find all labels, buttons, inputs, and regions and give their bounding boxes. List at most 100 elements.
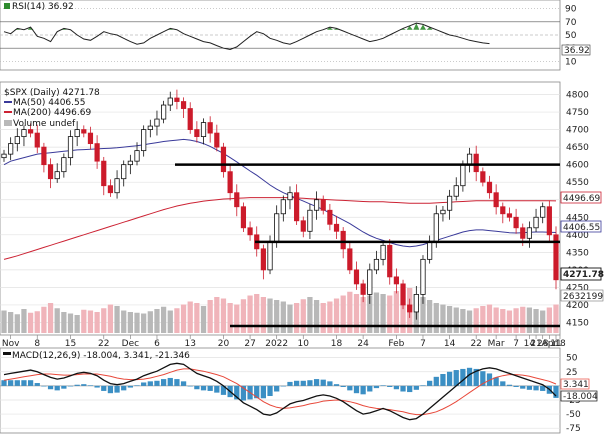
candle-body	[54, 171, 60, 180]
price-tick-label: 4250	[566, 283, 589, 293]
volume-bar	[387, 295, 393, 333]
macd-tick-label: 50	[566, 354, 578, 364]
macd-legend-swatch	[3, 352, 11, 355]
candle	[194, 121, 200, 143]
candle-body	[194, 129, 200, 138]
candle	[61, 153, 67, 178]
macd-histogram-bar	[174, 379, 180, 386]
candle-body	[533, 216, 539, 229]
candle-body	[327, 209, 333, 225]
macd-histogram-bar	[1, 380, 7, 386]
volume-bar	[1, 310, 7, 333]
candle	[400, 279, 406, 310]
rsi-legend: RSI(14) 36.92	[4, 2, 74, 12]
volume-value-tag: 2632199	[560, 289, 604, 302]
macd-histogram-bar	[493, 377, 499, 386]
macd-histogram-bar	[194, 385, 200, 390]
candle-body	[127, 160, 133, 166]
macd-histogram-bar	[486, 373, 493, 386]
macd-histogram-bar	[134, 385, 140, 386]
macd-histogram-bar	[27, 380, 34, 386]
candle-body	[101, 160, 107, 187]
volume-bar	[27, 312, 34, 333]
macd-histogram-bar	[526, 385, 533, 390]
candle	[107, 179, 114, 197]
volume-bar	[194, 303, 200, 333]
candle	[413, 286, 419, 320]
macd-histogram-bar	[347, 385, 353, 391]
candle-body	[520, 227, 526, 239]
price-candles	[1, 89, 559, 320]
date-label: 27	[244, 339, 255, 349]
macd-histogram-bar	[121, 385, 127, 391]
candle-body	[274, 213, 280, 243]
candle	[114, 170, 120, 199]
candle-body	[393, 276, 399, 285]
candle-body	[320, 199, 326, 211]
candle	[347, 242, 353, 275]
volume-value-box	[560, 289, 604, 302]
candle-body	[141, 129, 147, 152]
macd-histogram-bar	[473, 368, 479, 386]
date-label: 22	[470, 339, 481, 349]
candle	[294, 184, 300, 225]
volume-bar	[500, 309, 506, 333]
date-label: 21	[530, 339, 541, 349]
macd-histogram-bar	[167, 377, 173, 386]
candle-body	[167, 97, 173, 106]
candle-body	[313, 199, 320, 211]
candle	[387, 239, 393, 285]
candle-body	[486, 181, 493, 194]
price-gridlines	[0, 94, 560, 323]
volume-bar	[327, 301, 333, 333]
date-label: Feb	[388, 339, 404, 349]
volume-bars	[1, 288, 559, 333]
volume-bar	[520, 306, 526, 333]
candle	[214, 124, 220, 152]
volume-legend-swatch	[4, 120, 12, 126]
volume-bar	[373, 292, 380, 333]
volume-bar	[460, 309, 466, 333]
candle	[21, 125, 27, 147]
volume-bar	[480, 306, 486, 333]
volume-bar	[141, 313, 147, 333]
candle	[127, 154, 133, 175]
volume-bar	[473, 308, 479, 333]
date-label: 8	[34, 339, 40, 349]
macd-panel-frame	[0, 347, 561, 434]
date-label: Apr	[542, 339, 558, 349]
candle	[546, 200, 552, 243]
macd-histogram-bar	[154, 380, 160, 386]
price-tick-label: 4400	[566, 231, 589, 241]
candle	[320, 195, 326, 215]
last-price-box	[560, 267, 602, 281]
volume-bar	[313, 300, 320, 333]
candle	[28, 123, 34, 138]
date-label: 13	[184, 339, 195, 349]
volume-bar	[466, 310, 473, 333]
volume-legend-label: Volume undef	[13, 119, 76, 129]
macd-histogram-bar	[287, 381, 293, 386]
date-label: 18	[331, 339, 343, 349]
volume-bar	[247, 295, 253, 333]
date-label: 18	[554, 339, 566, 349]
date-label: 22	[98, 339, 109, 349]
macd-histogram-bar	[413, 385, 419, 390]
candle	[533, 208, 539, 232]
candle-body	[420, 258, 426, 295]
candle	[54, 163, 60, 183]
date-label: Dec	[122, 339, 139, 349]
macd-histogram-bar	[513, 385, 519, 387]
volume-bar	[101, 308, 107, 333]
candle	[287, 186, 293, 210]
volume-bar	[87, 310, 94, 333]
macd-histogram-bar	[540, 385, 546, 391]
ma50-value-tag: 4406.55	[560, 220, 602, 233]
macd-histogram-bar	[200, 385, 207, 391]
volume-bar	[114, 306, 120, 333]
candle	[174, 89, 180, 110]
volume-bar	[333, 298, 340, 333]
candle-body	[413, 294, 419, 313]
candle-body	[367, 269, 373, 295]
candle-body	[526, 227, 532, 239]
